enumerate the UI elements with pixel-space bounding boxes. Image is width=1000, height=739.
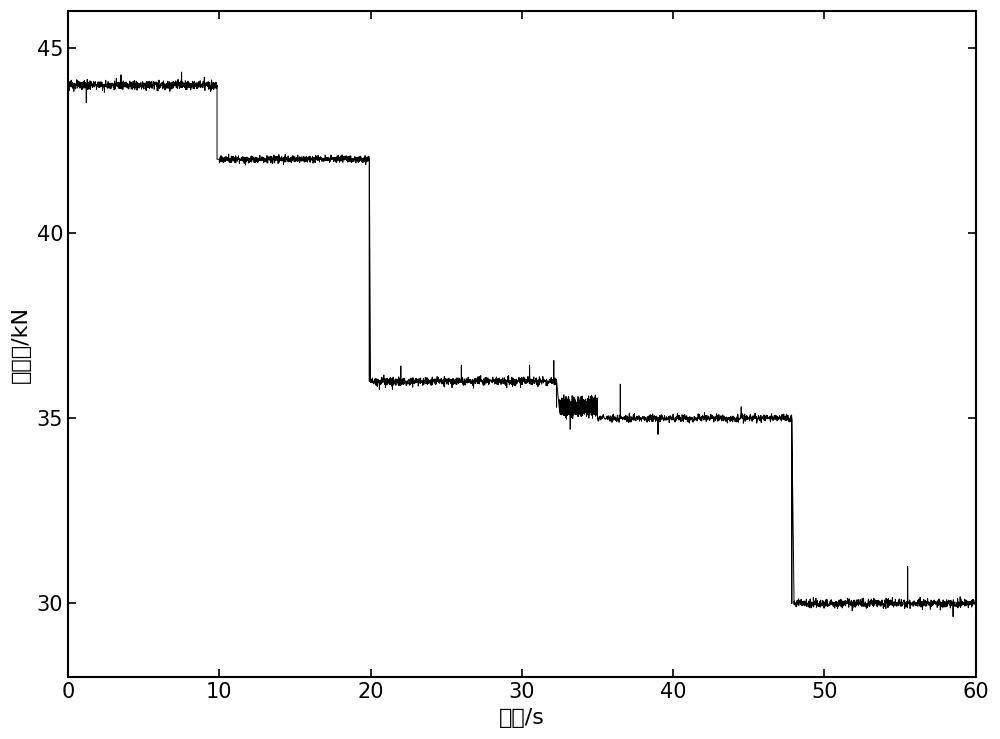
X-axis label: 时间/s: 时间/s xyxy=(499,708,545,728)
Y-axis label: 右张力/kN: 右张力/kN xyxy=(11,306,31,383)
